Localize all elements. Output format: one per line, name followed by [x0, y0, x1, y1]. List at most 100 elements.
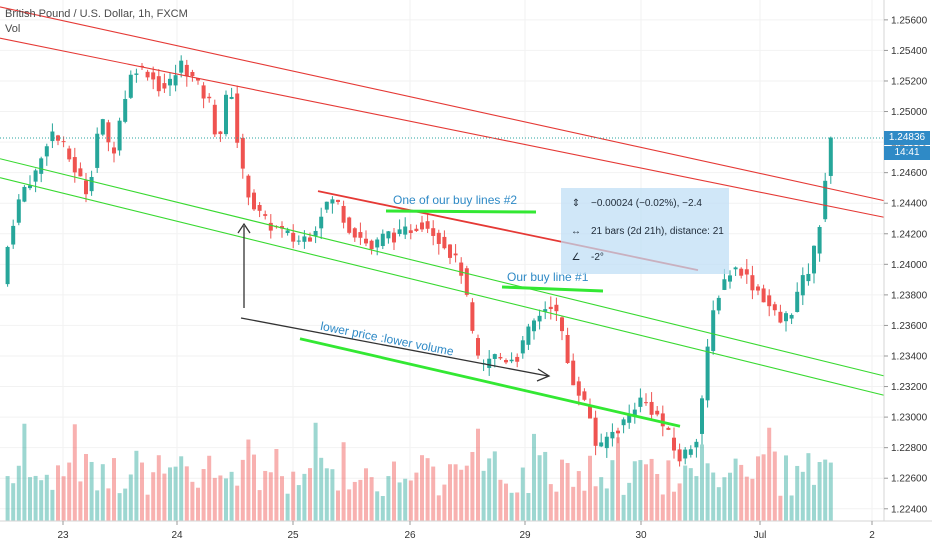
volume-bar	[190, 481, 195, 521]
green-channel-upper[interactable]	[0, 158, 885, 377]
candle-body	[655, 410, 660, 415]
volume-bar	[711, 472, 716, 521]
candle-body	[224, 94, 228, 135]
candle-body	[571, 360, 576, 386]
candle-body	[688, 449, 693, 455]
volume-bar	[207, 455, 212, 521]
volume-bar	[128, 474, 133, 521]
candle-body	[453, 253, 458, 256]
candle-body	[666, 427, 671, 430]
candle-body	[756, 286, 760, 291]
volume-bar	[537, 455, 542, 521]
volume-bar	[582, 490, 587, 521]
candle-body	[543, 309, 548, 312]
candle-body	[632, 409, 637, 417]
red-channel-lower[interactable]	[0, 37, 885, 218]
candle-body	[347, 217, 352, 233]
candle-body	[700, 398, 704, 434]
candle-body	[207, 96, 212, 99]
volume-bar	[576, 471, 581, 521]
candle-body	[470, 302, 475, 331]
up-arrow-head	[237, 222, 251, 234]
bar-countdown-badge: 14:41	[884, 146, 930, 160]
y-tick-label: 1.22600	[891, 474, 928, 485]
x-tick-label: 23	[57, 530, 69, 541]
volume-bar	[224, 478, 228, 521]
volume-bar	[50, 489, 55, 521]
volume-bar	[722, 477, 727, 521]
volume-bar	[263, 470, 268, 521]
volume-bar	[218, 475, 223, 521]
y-tick-label: 1.25000	[891, 107, 928, 118]
candle-body	[324, 201, 329, 210]
candle-body	[246, 175, 251, 198]
green-channel-lower[interactable]	[0, 177, 885, 396]
volume-bar	[123, 488, 128, 521]
candle-body	[392, 232, 396, 243]
candle-body	[179, 60, 184, 73]
volume-bar	[375, 491, 380, 521]
candle-body	[319, 216, 324, 229]
volume-bar	[694, 476, 699, 521]
candle-body	[280, 226, 284, 229]
buy-line-2-marker[interactable]	[385, 209, 537, 214]
y-tick-label: 1.25200	[891, 76, 928, 87]
y-tick-label: 1.23000	[891, 413, 928, 424]
volume-bar	[795, 465, 800, 521]
candle-body	[672, 437, 676, 451]
x-tick-label: 30	[635, 530, 647, 541]
volume-bar	[554, 491, 559, 521]
volume-bar	[442, 484, 447, 521]
candle-body	[588, 404, 592, 419]
volume-bar	[78, 481, 83, 521]
volume-bar	[179, 456, 184, 521]
volume-bar	[739, 464, 744, 521]
candle-body	[190, 72, 195, 77]
red-channel-upper[interactable]	[0, 6, 885, 202]
green-trend-lower[interactable]	[299, 337, 681, 428]
volume-bar	[492, 451, 497, 521]
candle-body	[677, 449, 682, 462]
volume-bar	[705, 463, 710, 521]
volume-bar	[330, 469, 335, 521]
volume-bar	[324, 468, 329, 521]
volume-bar	[380, 495, 385, 521]
volume-bar	[151, 472, 156, 521]
volume-bar	[156, 455, 161, 521]
volume-indicator-label[interactable]: Vol	[5, 23, 21, 35]
candle-body	[733, 267, 738, 270]
candle-body	[464, 268, 469, 295]
buy-line-1-marker[interactable]	[501, 285, 604, 293]
volume-bar	[296, 485, 301, 521]
volume-bar	[408, 480, 413, 521]
y-tick-label: 1.25400	[891, 46, 928, 57]
volume-bar	[168, 467, 172, 521]
volume-bar	[526, 493, 531, 521]
candle-body	[408, 230, 413, 233]
candle-body	[515, 356, 520, 362]
y-tick-label: 1.22400	[891, 504, 928, 515]
volume-bar	[744, 476, 749, 521]
candle-body	[638, 397, 643, 407]
volume-bar	[616, 437, 620, 521]
candle-body	[201, 85, 206, 99]
volume-bar	[812, 484, 816, 521]
candle-body	[582, 391, 587, 400]
candle-body	[660, 413, 665, 427]
candle-body	[795, 291, 800, 312]
candles	[5, 55, 833, 467]
volume-bar	[543, 451, 548, 521]
annotation-buy-line-2: One of our buy lines #2	[393, 193, 518, 207]
candle-body	[386, 231, 391, 239]
grid	[0, 0, 884, 521]
candle-body	[554, 304, 559, 312]
candle-body	[380, 233, 385, 247]
volume-bar	[688, 468, 693, 521]
volume-bar	[683, 465, 688, 521]
volume-bar	[515, 492, 520, 521]
candle-body	[420, 222, 424, 230]
volume-bar	[33, 475, 38, 521]
volume-bar	[201, 469, 206, 521]
candle-body	[728, 275, 732, 282]
